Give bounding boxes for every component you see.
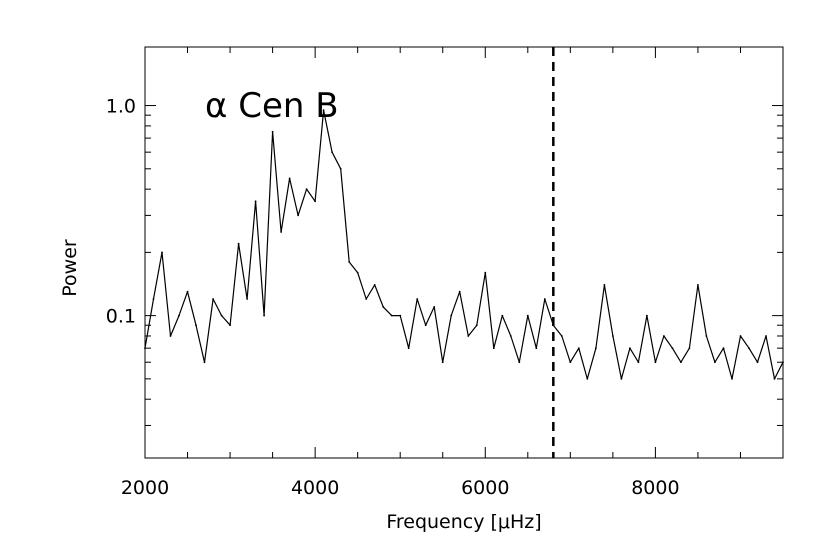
data-point <box>509 335 512 337</box>
x-tick-label: 6000 <box>461 477 509 499</box>
data-point <box>663 335 665 337</box>
data-point <box>620 378 623 380</box>
data-point <box>416 298 419 300</box>
data-point <box>569 361 572 364</box>
data-point <box>595 347 597 350</box>
data-point <box>467 335 470 337</box>
tick-group: 2000 4000 6000 8000 0.1 1.0 <box>106 47 784 499</box>
data-point <box>305 188 308 191</box>
data-point <box>560 335 563 337</box>
data-point <box>756 361 759 364</box>
data-point <box>543 298 546 300</box>
data-point <box>186 290 189 293</box>
data-point <box>212 298 215 300</box>
data-point <box>169 335 172 337</box>
data-point <box>365 298 368 300</box>
series-group <box>144 109 784 380</box>
data-point <box>288 177 291 180</box>
x-tick-label: 2000 <box>121 477 169 499</box>
data-point <box>637 361 640 364</box>
data-point <box>450 314 453 317</box>
data-point <box>722 347 725 350</box>
y-tick-label: 0.1 <box>106 306 136 328</box>
data-point <box>237 242 240 245</box>
x-axis-title: Frequency [μHz] <box>386 511 541 533</box>
data-point <box>407 347 410 350</box>
data-point <box>280 231 282 233</box>
data-point <box>603 284 606 286</box>
data-point <box>178 314 180 317</box>
data-point <box>271 130 274 133</box>
data-point <box>254 200 257 203</box>
data-point <box>220 314 223 317</box>
data-point <box>714 361 716 364</box>
data-point <box>748 347 750 350</box>
data-point <box>314 200 316 203</box>
data-point <box>765 335 767 337</box>
data-point <box>688 347 691 350</box>
data-point <box>680 361 682 364</box>
data-point <box>492 347 495 350</box>
data-point <box>518 361 521 364</box>
data-point <box>586 378 589 380</box>
data-point <box>399 314 402 317</box>
data-point <box>339 167 342 170</box>
data-point <box>331 151 333 154</box>
data-point <box>229 324 232 327</box>
data-point <box>475 324 478 327</box>
data-point <box>773 378 776 380</box>
data-point <box>373 284 376 286</box>
data-point <box>322 109 325 112</box>
data-point <box>646 314 648 317</box>
data-point <box>356 271 359 274</box>
data-point <box>484 271 487 274</box>
chart-annotation: α Cen B <box>205 86 339 126</box>
data-point <box>263 314 265 317</box>
x-tick-label: 8000 <box>631 477 679 499</box>
data-point <box>161 251 163 254</box>
data-point <box>612 335 614 337</box>
data-point <box>526 314 529 317</box>
data-point <box>433 306 436 308</box>
data-point <box>458 290 461 293</box>
y-tick-label: 1.0 <box>106 96 136 118</box>
data-point <box>348 261 351 263</box>
data-point <box>501 314 504 317</box>
data-point <box>705 335 708 337</box>
data-point <box>535 347 538 350</box>
x-tick-label: 4000 <box>291 477 339 499</box>
data-point <box>577 347 580 350</box>
data-point <box>697 284 699 286</box>
data-point <box>203 361 206 364</box>
series-line-0 <box>144 109 784 380</box>
data-point <box>739 335 742 337</box>
data-point <box>297 214 299 217</box>
data-point <box>671 347 674 350</box>
data-point <box>246 298 249 300</box>
data-point <box>152 298 155 300</box>
data-point <box>424 324 427 327</box>
data-point <box>195 324 197 327</box>
data-point <box>654 361 657 364</box>
data-point <box>382 306 385 308</box>
data-point <box>390 314 393 317</box>
data-point <box>441 361 444 364</box>
data-point <box>629 347 631 350</box>
y-axis-title: Power <box>59 239 81 297</box>
data-point <box>731 378 733 380</box>
